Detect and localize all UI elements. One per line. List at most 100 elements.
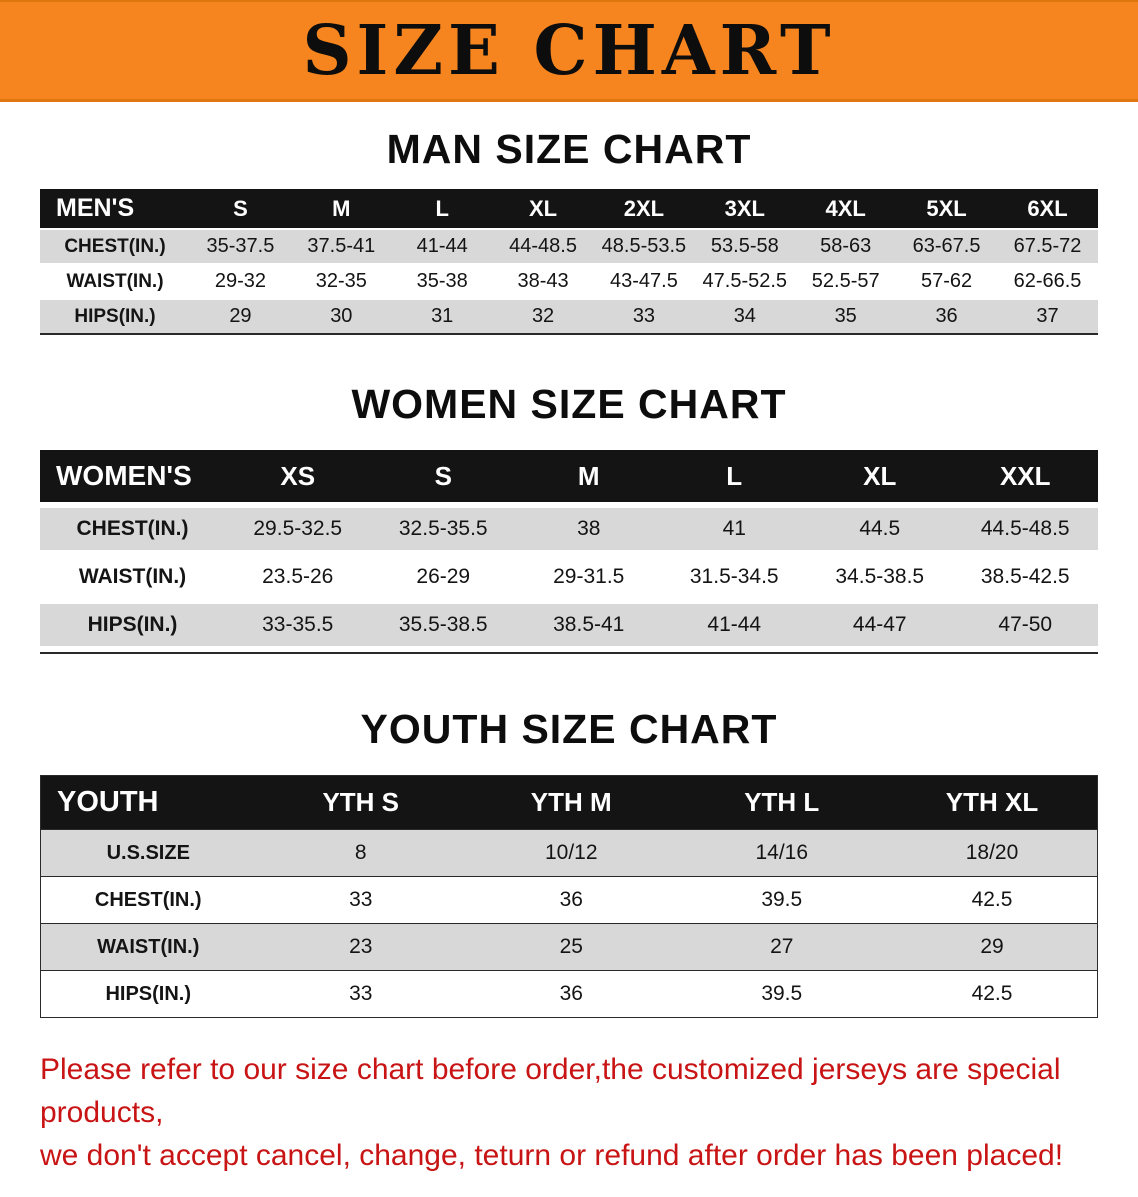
measurement-value-cell: 44-48.5 [492, 228, 594, 264]
row-label-cell: HIPS(IN.) [40, 970, 256, 1018]
women-table-row: WAIST(IN.) 23.5-26 26-29 29-31.5 31.5-34.5 34… [40, 556, 1098, 598]
youth-table-row: WAIST(IN.) 23 25 27 29 [40, 923, 1098, 971]
men-size-column-header: M [290, 189, 392, 229]
measurement-value-cell: 29.5-32.5 [225, 508, 371, 550]
youth-size-column-header: YTH L [676, 775, 887, 830]
measurement-value-cell: 36 [466, 876, 677, 924]
women-size-column-header: XL [807, 450, 953, 502]
measurement-value-cell: 47.5-52.5 [694, 263, 796, 299]
measurement-value-cell: 32.5-35.5 [370, 508, 516, 550]
measurement-value-cell: 34 [694, 298, 796, 334]
row-label-cell: WAIST(IN.) [40, 923, 256, 971]
youth-size-section: YOUTH SIZE CHART YOUTH YTH S YTH M YTH L YTH … [0, 706, 1138, 1018]
row-label-cell: WAIST(IN.) [40, 556, 225, 598]
youth-table-header-row: YOUTH YTH S YTH M YTH L YTH XL [40, 775, 1098, 830]
measurement-value-cell: 33-35.5 [225, 604, 371, 646]
measurement-value-cell: 33 [255, 876, 466, 924]
row-label-cell: CHEST(IN.) [40, 508, 225, 550]
women-size-column-header: S [370, 450, 516, 502]
youth-table-row: CHEST(IN.) 33 36 39.5 42.5 [40, 876, 1098, 924]
row-label-cell: HIPS(IN.) [40, 298, 190, 334]
women-table-row: HIPS(IN.) 33-35.5 35.5-38.5 38.5-41 41-44 44-… [40, 604, 1098, 646]
youth-table-title-cell: YOUTH [40, 775, 256, 830]
measurement-value-cell: 63-67.5 [896, 228, 997, 264]
measurement-value-cell: 29 [887, 923, 1098, 971]
measurement-value-cell: 14/16 [676, 829, 887, 877]
men-table-row: CHEST(IN.) 35-37.5 37.5-41 41-44 44-48.5 48.5… [40, 228, 1098, 264]
youth-table-row: U.S.SIZE 8 10/12 14/16 18/20 [40, 829, 1098, 877]
measurement-value-cell: 67.5-72 [997, 228, 1098, 264]
measurement-value-cell: 10/12 [466, 829, 677, 877]
women-size-table: WOMEN'S XS S M L XL XXL CHEST(IN.) 29.5-32.5 32.5… [40, 444, 1098, 654]
measurement-value-cell: 35-38 [391, 263, 493, 299]
measurement-value-cell: 36 [466, 970, 677, 1018]
measurement-value-cell: 34.5-38.5 [807, 556, 953, 598]
men-size-section: MAN SIZE CHART MEN'S S M L XL 2XL 3XL 4XL 5XL 6XL C… [0, 126, 1138, 335]
men-table-title-cell: MEN'S [40, 189, 190, 229]
row-label-cell: CHEST(IN.) [40, 876, 256, 924]
measurement-value-cell: 36 [896, 298, 997, 334]
measurement-value-cell: 29-32 [190, 263, 291, 299]
men-table-row: HIPS(IN.) 29 30 31 32 33 34 35 36 37 [40, 298, 1098, 334]
women-size-section: WOMEN SIZE CHART WOMEN'S XS S M L XL XXL CHEST(I… [0, 381, 1138, 654]
men-size-column-header: 5XL [896, 189, 997, 229]
measurement-value-cell: 38.5-42.5 [952, 556, 1098, 598]
measurement-value-cell: 27 [676, 923, 887, 971]
women-table-row: CHEST(IN.) 29.5-32.5 32.5-35.5 38 41 44.5 44.5… [40, 508, 1098, 550]
women-table-title-cell: WOMEN'S [40, 450, 225, 502]
size-chart-banner: SIZE CHART [0, 0, 1138, 102]
measurement-value-cell: 41 [661, 508, 807, 550]
row-label-cell: U.S.SIZE [40, 829, 256, 877]
measurement-value-cell: 58-63 [795, 228, 897, 264]
men-table-header-row: MEN'S S M L XL 2XL 3XL 4XL 5XL 6XL [40, 189, 1098, 229]
youth-section-heading: YOUTH SIZE CHART [360, 706, 778, 752]
measurement-value-cell: 32-35 [290, 263, 392, 299]
measurement-value-cell: 42.5 [887, 970, 1098, 1018]
measurement-value-cell: 33 [593, 298, 695, 334]
page-title: SIZE CHART [302, 10, 836, 91]
men-size-column-header: 2XL [593, 189, 695, 229]
measurement-value-cell: 29 [190, 298, 291, 334]
measurement-value-cell: 30 [290, 298, 392, 334]
measurement-value-cell: 41-44 [661, 604, 807, 646]
measurement-value-cell: 48.5-53.5 [593, 228, 695, 264]
youth-size-table: YOUTH YTH S YTH M YTH L YTH XL U.S.SIZE 8 10/12… [40, 775, 1098, 1018]
youth-size-column-header: YTH M [466, 775, 677, 830]
men-size-table: MEN'S S M L XL 2XL 3XL 4XL 5XL 6XL CHEST(IN.) 35-37… [40, 189, 1098, 335]
measurement-value-cell: 38 [516, 508, 662, 550]
measurement-value-cell: 26-29 [370, 556, 516, 598]
measurement-value-cell: 25 [466, 923, 677, 971]
measurement-value-cell: 31 [391, 298, 493, 334]
women-section-heading: WOMEN SIZE CHART [351, 381, 787, 427]
men-size-column-header: 3XL [694, 189, 796, 229]
measurement-value-cell: 44.5 [807, 508, 953, 550]
measurement-value-cell: 8 [255, 829, 466, 877]
measurement-value-cell: 33 [255, 970, 466, 1018]
measurement-value-cell: 38-43 [492, 263, 594, 299]
women-size-column-header: M [516, 450, 662, 502]
measurement-value-cell: 47-50 [952, 604, 1098, 646]
measurement-value-cell: 35.5-38.5 [370, 604, 516, 646]
disclaimer-line-2: we don't accept cancel, change, teturn o… [40, 1139, 1064, 1172]
measurement-value-cell: 37 [997, 298, 1098, 334]
men-size-column-header: L [391, 189, 493, 229]
men-size-column-header: 4XL [795, 189, 897, 229]
men-size-column-header: S [190, 189, 291, 229]
youth-size-column-header: YTH XL [887, 775, 1098, 830]
women-size-column-header: L [661, 450, 807, 502]
disclaimer: Please refer to our size chart before or… [40, 1048, 1118, 1177]
row-label-cell: HIPS(IN.) [40, 604, 225, 646]
measurement-value-cell: 41-44 [391, 228, 493, 264]
measurement-value-cell: 35 [795, 298, 897, 334]
measurement-value-cell: 23 [255, 923, 466, 971]
measurement-value-cell: 62-66.5 [997, 263, 1098, 299]
measurement-value-cell: 37.5-41 [290, 228, 392, 264]
measurement-value-cell: 57-62 [896, 263, 997, 299]
row-label-cell: CHEST(IN.) [40, 228, 190, 264]
measurement-value-cell: 44-47 [807, 604, 953, 646]
measurement-value-cell: 44.5-48.5 [952, 508, 1098, 550]
men-size-column-header: XL [492, 189, 594, 229]
men-section-heading: MAN SIZE CHART [386, 126, 752, 172]
youth-size-column-header: YTH S [255, 775, 466, 830]
measurement-value-cell: 53.5-58 [694, 228, 796, 264]
